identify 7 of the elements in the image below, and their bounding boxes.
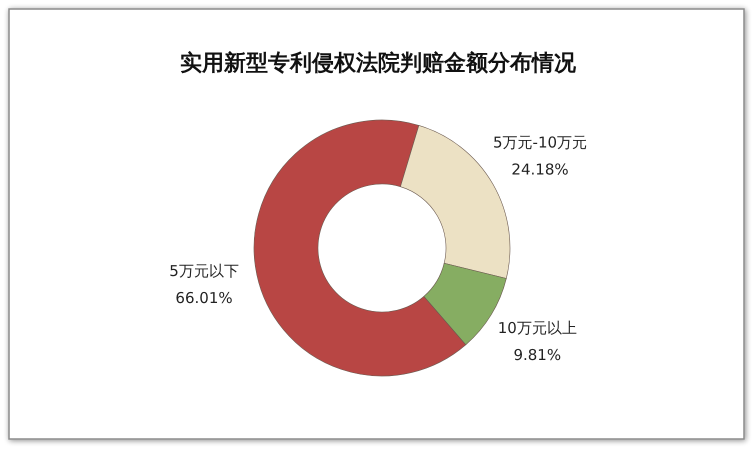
data-label: 9.81%: [513, 346, 562, 364]
chart-title: 实用新型专利侵权法院判赔金额分布情况: [180, 50, 577, 76]
slice-label: 10万元以上: [498, 318, 577, 337]
slice-label: 5万元-10万元: [493, 134, 588, 152]
slice-label: 5万元以下: [169, 262, 239, 280]
data-label: 24.18%: [511, 160, 569, 179]
data-label: 66.01%: [175, 289, 233, 308]
